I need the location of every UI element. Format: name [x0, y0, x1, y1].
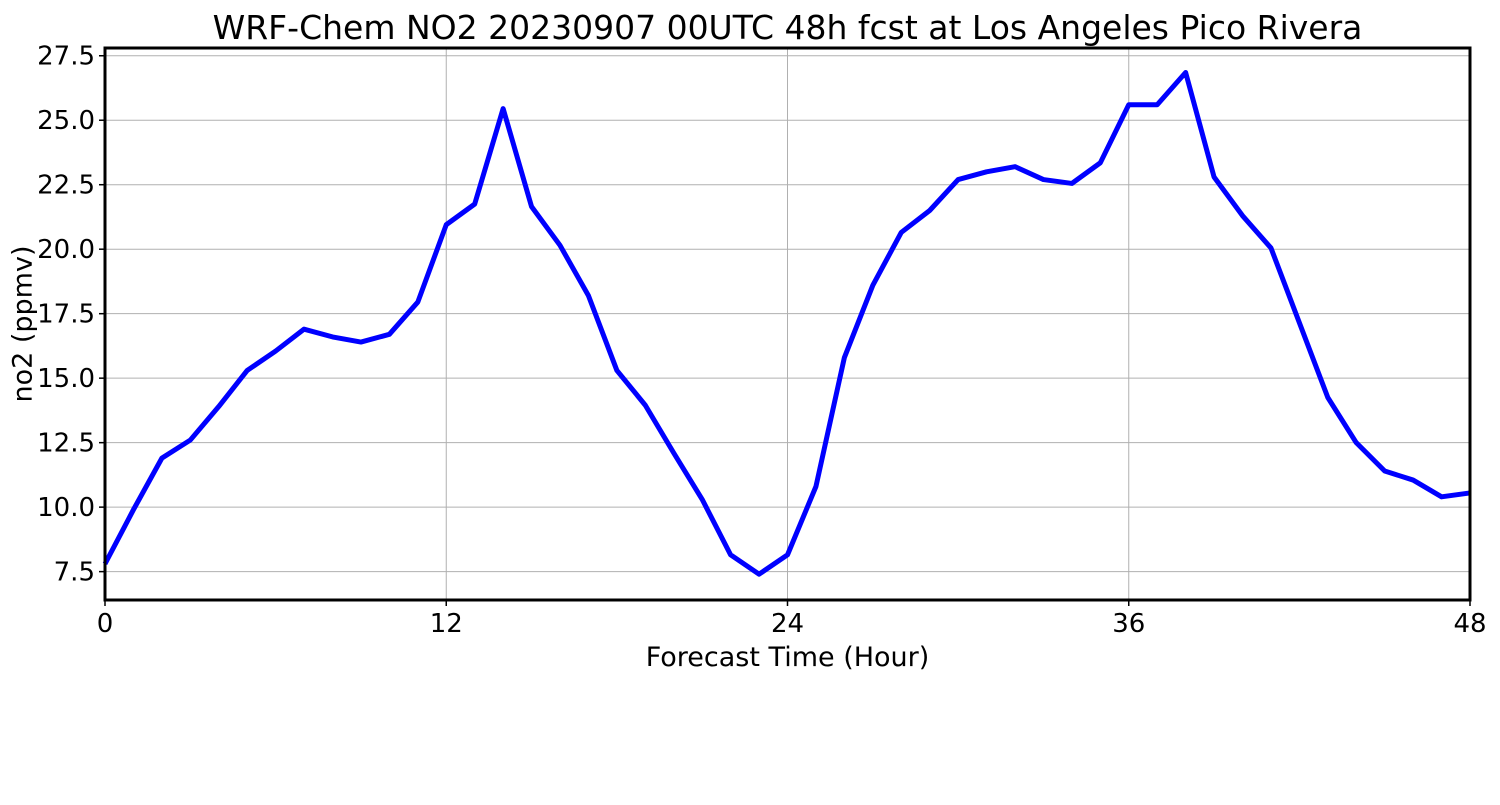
- y-tick-label: 7.5: [54, 558, 95, 588]
- series-layer: [102, 70, 1471, 577]
- x-axis-label: Forecast Time (Hour): [646, 642, 930, 673]
- x-tick-label: 48: [1453, 609, 1486, 639]
- no2-series-line: [102, 70, 1471, 577]
- x-tick-label: 24: [771, 609, 804, 639]
- y-tick-label: 22.5: [37, 171, 95, 201]
- y-tick-label: 12.5: [37, 429, 95, 459]
- y-axis-label: no2 (ppmv): [7, 245, 38, 402]
- chart-title: WRF-Chem NO2 20230907 00UTC 48h fcst at …: [213, 8, 1363, 47]
- y-tick-label: 25.0: [37, 106, 95, 136]
- grid: [104, 48, 1471, 600]
- y-tick-label: 20.0: [37, 235, 95, 265]
- y-tick-label: 27.5: [37, 42, 95, 72]
- x-tick-label: 36: [1112, 609, 1145, 639]
- x-tick-label: 0: [97, 609, 114, 639]
- ticks: 0 12 24 36 48 7.5 10.0 12.5 15.0 17.5 20.0 22.5 25.0…: [37, 42, 1486, 639]
- y-tick-label: 10.0: [37, 493, 95, 523]
- y-tick-label: 17.5: [37, 300, 95, 330]
- x-tick-label: 12: [430, 609, 463, 639]
- y-tick-label: 15.0: [37, 364, 95, 394]
